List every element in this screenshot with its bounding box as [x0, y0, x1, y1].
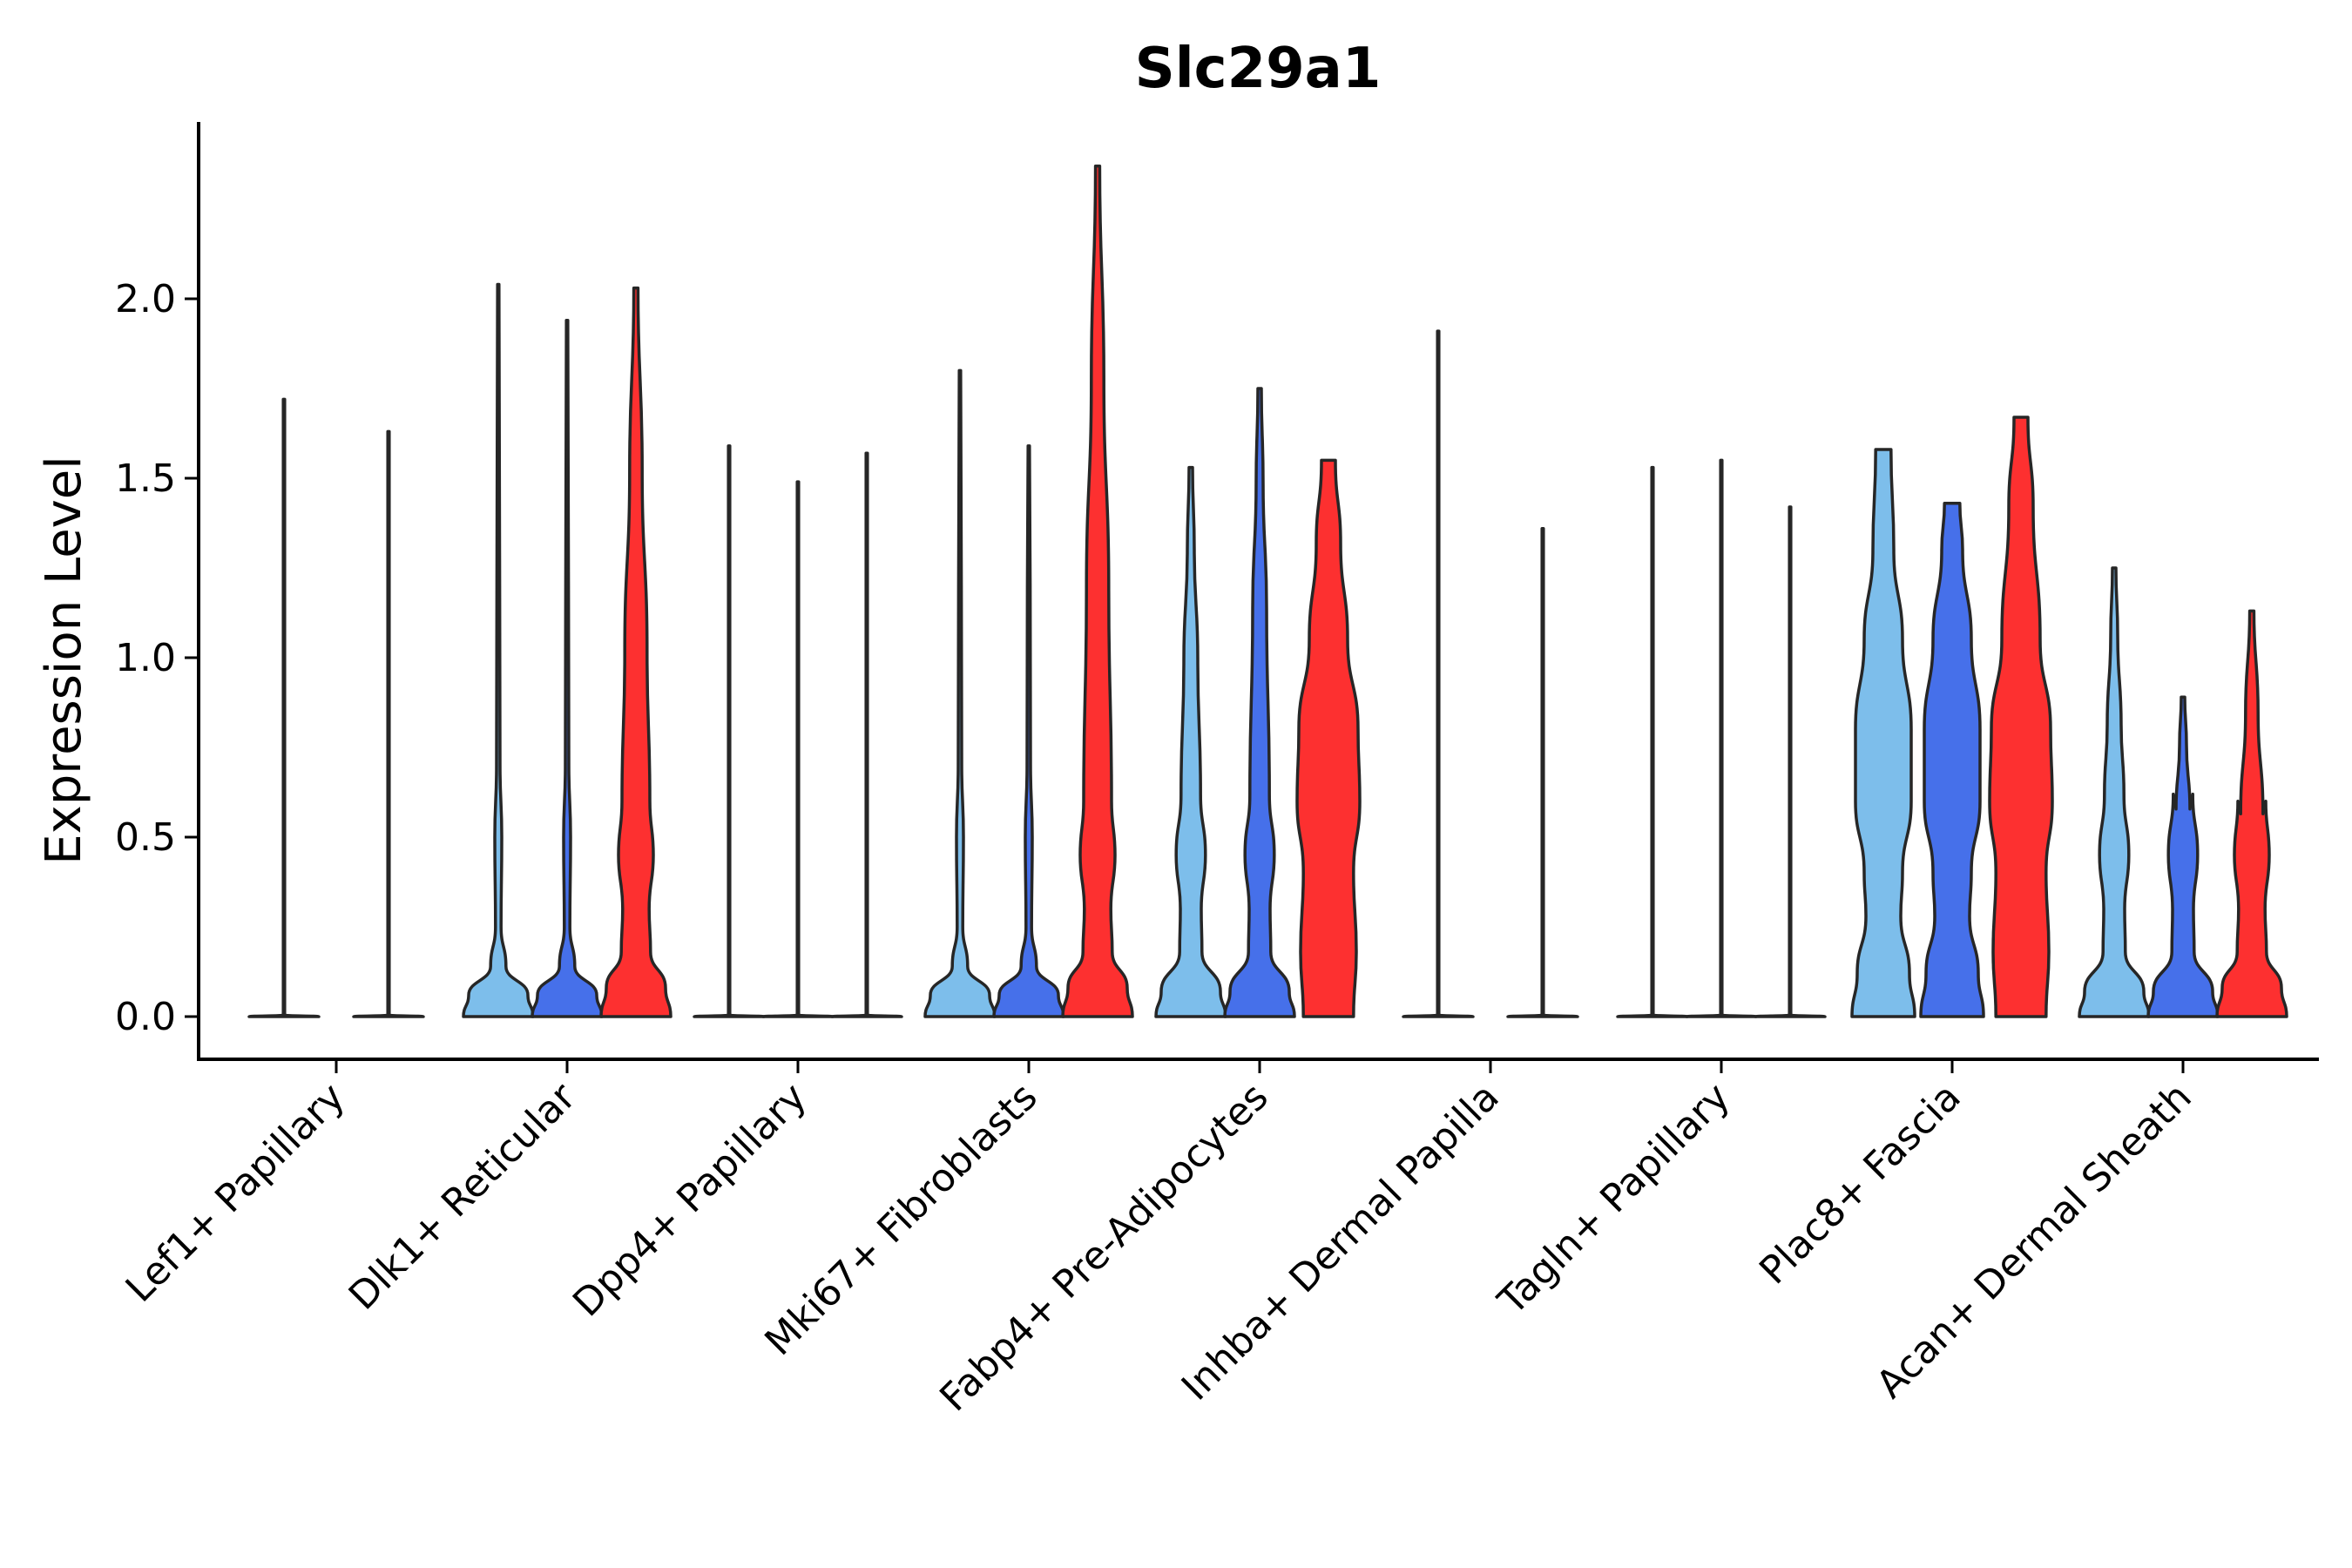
x-tick-label: Dlk1+ Reticular — [341, 1074, 585, 1319]
violin-4-group-1 — [923, 368, 997, 1018]
y-tick-label: 0.5 — [115, 815, 176, 860]
violin-3-group-1 — [693, 444, 766, 1018]
y-tick-label: 0.0 — [115, 995, 176, 1039]
chart-title: Slc29a1 — [1135, 37, 1382, 101]
violin-9-group-1 — [2078, 566, 2151, 1018]
x-tick-label: Tagln+ Papillary — [1490, 1075, 1739, 1324]
x-tick-label: Dpp4+ Papillary — [564, 1075, 815, 1326]
violin-3-group-3 — [830, 451, 903, 1018]
violin-1-group-1 — [247, 397, 321, 1018]
y-tick-label: 2.0 — [115, 277, 176, 321]
violin-8-group-3 — [1988, 416, 2054, 1018]
violin-group — [247, 164, 2288, 1018]
violin-5-group-3 — [1295, 458, 1362, 1018]
violin-5-group-1 — [1154, 465, 1227, 1018]
violin-2-group-1 — [462, 282, 535, 1018]
y-tick-label: 1.0 — [115, 636, 176, 680]
violin-1-group-3 — [352, 429, 425, 1018]
violin-9-group-2 — [2146, 695, 2220, 1018]
violin-6-group-3 — [1506, 526, 1579, 1018]
violin-7-group-3 — [1754, 505, 1827, 1018]
y-axis-ticks: 0.0 0.5 1.0 1.5 2.0 — [115, 277, 199, 1039]
y-axis-label: Expression Level — [36, 456, 92, 865]
violin-3-group-2 — [761, 480, 835, 1018]
violin-4-group-3 — [1061, 164, 1134, 1018]
violin-2-group-3 — [599, 286, 672, 1018]
violin-4-group-2 — [992, 444, 1065, 1018]
x-tick-label: Plac8+ Fascia — [1751, 1075, 1970, 1294]
violin-8-group-2 — [1919, 502, 1985, 1018]
violin-8-group-1 — [1850, 448, 1916, 1018]
violin-7-group-2 — [1685, 458, 1758, 1018]
violin-2-group-2 — [531, 318, 604, 1018]
y-tick-label: 1.5 — [115, 456, 176, 501]
violin-5-group-2 — [1223, 387, 1296, 1018]
violin-9-group-3 — [2215, 609, 2288, 1018]
violin-6-group-1 — [1402, 329, 1475, 1018]
violin-7-group-1 — [1616, 465, 1689, 1018]
x-tick-label: Lef1+ Papillary — [118, 1075, 354, 1311]
